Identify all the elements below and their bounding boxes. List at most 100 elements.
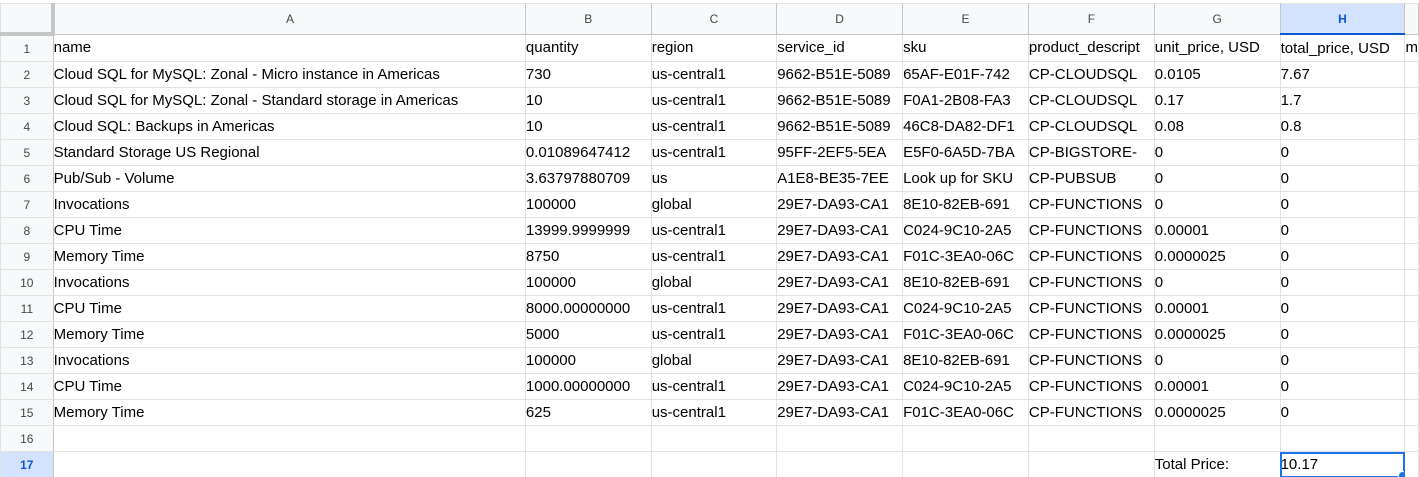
cell-next10[interactable] [1404, 269, 1419, 296]
cell-e15[interactable]: F01C-3EA0-06C [902, 399, 1029, 426]
cell-b1[interactable]: quantity [525, 34, 652, 62]
cell-e12[interactable]: F01C-3EA0-06C [902, 321, 1029, 348]
cell-f9[interactable]: CP-FUNCTIONS [1028, 243, 1155, 270]
cell-e11[interactable]: C024-9C10-2A5 [902, 295, 1029, 322]
cell-g14[interactable]: 0.00001 [1154, 373, 1281, 400]
cell-a5[interactable]: Standard Storage US Regional [53, 139, 526, 166]
cell-a6[interactable]: Pub/Sub - Volume [53, 165, 526, 192]
cell-d1[interactable]: service_id [776, 34, 904, 62]
cell-next17[interactable] [1404, 451, 1419, 477]
cell-a10[interactable]: Invocations [53, 269, 526, 296]
cell-f4[interactable]: CP-CLOUDSQL [1028, 113, 1155, 140]
cell-a15[interactable]: Memory Time [53, 399, 526, 426]
cell-a7[interactable]: Invocations [53, 191, 526, 218]
cell-g15[interactable]: 0.0000025 [1154, 399, 1281, 426]
cell-f15[interactable]: CP-FUNCTIONS [1028, 399, 1155, 426]
cell-g16[interactable] [1154, 425, 1281, 452]
cell-c10[interactable]: global [651, 269, 778, 296]
cell-next8[interactable] [1404, 217, 1419, 244]
select-all-corner[interactable] [0, 3, 56, 36]
cell-h4[interactable]: 0.8 [1280, 113, 1406, 140]
column-header-b[interactable]: B [525, 3, 652, 35]
cell-g1[interactable]: unit_price, USD [1154, 34, 1281, 62]
cell-b15[interactable]: 625 [525, 399, 652, 426]
row-header-17[interactable]: 17 [0, 451, 54, 477]
cell-f8[interactable]: CP-FUNCTIONS [1028, 217, 1155, 244]
cell-h13[interactable]: 0 [1280, 347, 1406, 374]
cell-b5[interactable]: 0.01089647412 [525, 139, 652, 166]
cell-f3[interactable]: CP-CLOUDSQL [1028, 87, 1155, 114]
cell-e2[interactable]: 65AF-E01F-742 [902, 61, 1029, 88]
cell-a12[interactable]: Memory Time [53, 321, 526, 348]
column-header-e[interactable]: E [902, 3, 1029, 35]
cell-h14[interactable]: 0 [1280, 373, 1406, 400]
cell-e7[interactable]: 8E10-82EB-691 [902, 191, 1029, 218]
cell-a9[interactable]: Memory Time [53, 243, 526, 270]
cell-c1[interactable]: region [651, 34, 778, 62]
cell-b11[interactable]: 8000.00000000 [525, 295, 652, 322]
cell-a16[interactable] [53, 425, 526, 452]
row-header-1[interactable]: 1 [0, 34, 54, 62]
cell-e5[interactable]: E5F0-6A5D-7BA [902, 139, 1029, 166]
cell-next2[interactable] [1404, 61, 1419, 88]
cell-d12[interactable]: 29E7-DA93-CA1 [776, 321, 904, 348]
cell-h11[interactable]: 0 [1280, 295, 1406, 322]
cell-a1[interactable]: name [53, 34, 526, 62]
cell-d5[interactable]: 95FF-2EF5-5EA [776, 139, 904, 166]
row-header-11[interactable]: 11 [0, 295, 54, 322]
cell-h9[interactable]: 0 [1280, 243, 1406, 270]
row-header-12[interactable]: 12 [0, 321, 54, 348]
row-header-15[interactable]: 15 [0, 399, 54, 426]
row-header-7[interactable]: 7 [0, 191, 54, 218]
cell-b10[interactable]: 100000 [525, 269, 652, 296]
cell-d7[interactable]: 29E7-DA93-CA1 [776, 191, 904, 218]
cell-f10[interactable]: CP-FUNCTIONS [1028, 269, 1155, 296]
cell-a14[interactable]: CPU Time [53, 373, 526, 400]
cell-e8[interactable]: C024-9C10-2A5 [902, 217, 1029, 244]
cell-g2[interactable]: 0.0105 [1154, 61, 1281, 88]
cell-f1[interactable]: product_descript [1028, 34, 1155, 62]
cell-e9[interactable]: F01C-3EA0-06C [902, 243, 1029, 270]
column-header-c[interactable]: C [651, 3, 778, 35]
cell-f6[interactable]: CP-PUBSUB [1028, 165, 1155, 192]
cell-h15[interactable]: 0 [1280, 399, 1406, 426]
cell-c6[interactable]: us [651, 165, 778, 192]
cell-next1[interactable]: m [1404, 34, 1419, 62]
cell-next3[interactable] [1404, 87, 1419, 114]
cell-e4[interactable]: 46C8-DA82-DF1 [902, 113, 1029, 140]
row-header-14[interactable]: 14 [0, 373, 54, 400]
cell-d10[interactable]: 29E7-DA93-CA1 [776, 269, 904, 296]
cell-d3[interactable]: 9662-B51E-5089 [776, 87, 904, 114]
cell-f12[interactable]: CP-FUNCTIONS [1028, 321, 1155, 348]
column-header-d[interactable]: D [776, 3, 904, 35]
fill-handle[interactable] [1398, 471, 1404, 477]
cell-c7[interactable]: global [651, 191, 778, 218]
cell-c9[interactable]: us-central1 [651, 243, 778, 270]
cell-e16[interactable] [902, 425, 1029, 452]
row-header-13[interactable]: 13 [0, 347, 54, 374]
cell-b3[interactable]: 10 [525, 87, 652, 114]
cell-h16[interactable] [1280, 425, 1406, 452]
cell-a3[interactable]: Cloud SQL for MySQL: Zonal - Standard st… [53, 87, 526, 114]
cell-d17[interactable] [776, 451, 904, 477]
cell-h1[interactable]: total_price, USD [1280, 34, 1406, 62]
cell-f13[interactable]: CP-FUNCTIONS [1028, 347, 1155, 374]
cell-c17[interactable] [651, 451, 778, 477]
column-header-a[interactable]: A [53, 3, 526, 35]
cell-c12[interactable]: us-central1 [651, 321, 778, 348]
cell-next11[interactable] [1404, 295, 1419, 322]
cell-g9[interactable]: 0.0000025 [1154, 243, 1281, 270]
cell-d13[interactable]: 29E7-DA93-CA1 [776, 347, 904, 374]
cell-a13[interactable]: Invocations [53, 347, 526, 374]
column-header-next[interactable] [1404, 3, 1419, 35]
cell-d16[interactable] [776, 425, 904, 452]
row-header-5[interactable]: 5 [0, 139, 54, 166]
cell-next6[interactable] [1404, 165, 1419, 192]
cell-b13[interactable]: 100000 [525, 347, 652, 374]
cell-e14[interactable]: C024-9C10-2A5 [902, 373, 1029, 400]
cell-a4[interactable]: Cloud SQL: Backups in Americas [53, 113, 526, 140]
cell-d2[interactable]: 9662-B51E-5089 [776, 61, 904, 88]
cell-next13[interactable] [1404, 347, 1419, 374]
cell-h5[interactable]: 0 [1280, 139, 1406, 166]
cell-d11[interactable]: 29E7-DA93-CA1 [776, 295, 904, 322]
